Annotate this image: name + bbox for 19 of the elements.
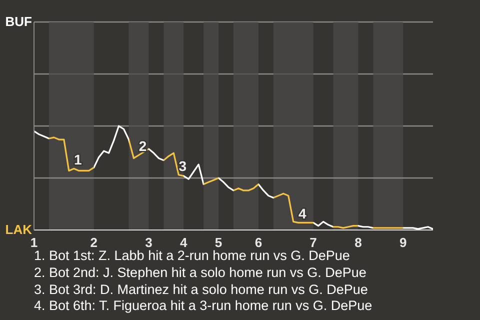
x-tick-label: 5 [214,235,222,250]
text: 3. Bot 3rd: D. Martinez hit a solo home run vs G. DePue [34,282,369,298]
annotation: 3 [178,158,187,174]
x-tick-label: 6 [254,235,262,250]
x-tick-label: 4 [180,235,188,250]
annotation: 4 [298,206,306,222]
annotation: 1 [74,152,82,168]
annotation: 2 [138,138,147,154]
x-tick-label: 3 [145,235,152,250]
x-tick-label: 1 [30,235,38,250]
x-tick-label: 9 [399,235,407,250]
text: 2. Bot 2nd: J. Stephen hit a solo home run vs G. DePue [34,264,368,282]
x-tick-label: 8 [354,235,362,250]
text: 1. Bot 1st: Z. Labb hit a 2-run home run vs G. DePue [34,248,350,263]
text: BUF [5,13,32,31]
text: LAK [5,221,32,238]
text: 4. Bot 6th: T. Figueroa hit a 3-run home run vs G. DePue [34,298,372,316]
x-tick-label: 7 [310,235,317,250]
x-tick-label: 2 [90,235,98,250]
